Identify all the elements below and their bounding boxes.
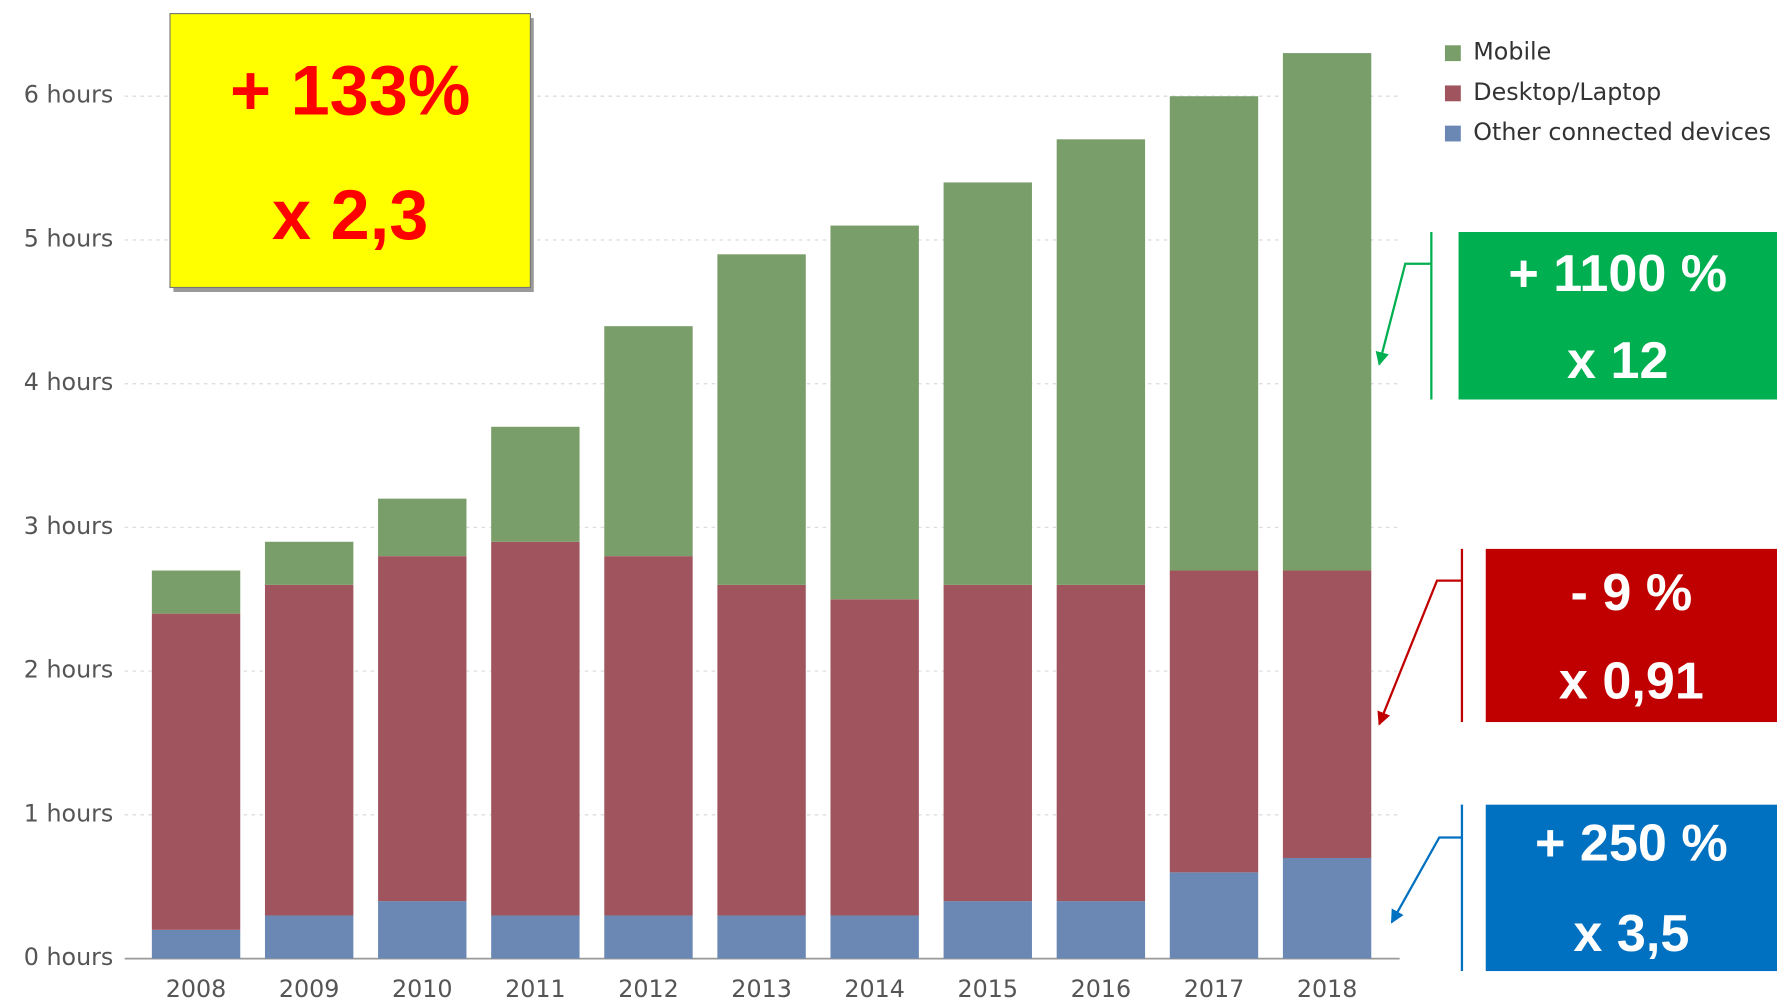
bar-segment [1282,570,1372,858]
y-tick-label: 4 hours [24,368,114,396]
x-tick-label: 2013 [731,975,792,1003]
x-tick-label: 2009 [279,975,340,1003]
annotation-text: x 3,5 [1573,905,1689,963]
bar-segment [151,613,241,930]
bar-segment [151,570,241,614]
bar-segment [378,498,467,557]
bar-segment [943,182,1032,585]
bar-segment [491,541,580,916]
bar-segment [830,915,919,959]
x-tick-label: 2015 [958,975,1019,1003]
bar-segment [717,915,806,959]
annotation-arrow [1390,836,1462,924]
legend-swatch [1444,85,1461,102]
x-tick-label: 2008 [166,975,227,1003]
y-tick-label: 6 hours [24,81,114,109]
annotation-box [169,13,531,289]
annotation-box [1485,804,1777,972]
x-tick-label: 2016 [1071,975,1132,1003]
bar-segment [264,915,354,959]
y-tick-label: 0 hours [24,943,114,971]
annotation-text: x 0,91 [1559,653,1704,711]
bar-segment [604,915,693,959]
bar-segment [264,541,354,585]
x-tick-label: 2010 [392,975,453,1003]
annotation-box [1485,548,1777,723]
legend-label: Other connected devices [1473,118,1771,146]
annotation-box [1458,232,1777,400]
legend-label: Desktop/Laptop [1473,78,1661,106]
annotation-text: x 12 [1567,332,1668,390]
bar-segment [1169,96,1259,571]
legend-swatch [1444,45,1461,62]
bar-segment [378,901,467,959]
x-tick-label: 2011 [505,975,566,1003]
x-tick-label: 2017 [1184,975,1245,1003]
x-tick-label: 2014 [844,975,905,1003]
annotation-text: + 133% [230,51,470,130]
bar-segment [1282,857,1372,959]
annotation-text: x 2,3 [272,175,428,254]
annotation-arrow [1377,579,1462,726]
legend-swatch [1444,125,1461,142]
annotation-text: - 9 % [1571,564,1693,622]
bar-segment [943,901,1032,959]
bar-segment [1056,139,1146,585]
bar-segment [1056,584,1146,902]
x-tick-label: 2018 [1297,975,1358,1003]
bar-segment [491,915,580,959]
y-tick-label: 1 hours [24,799,114,827]
bar-segment [943,584,1032,902]
bar-segment [491,426,580,542]
bar-segment [1056,901,1146,959]
bar-segment [1169,570,1259,873]
bar-segment [717,254,806,585]
y-tick-label: 5 hours [24,224,114,252]
y-tick-label: 2 hours [24,656,114,684]
annotation-arrow [1375,262,1432,366]
bar-segment [830,225,919,600]
bar-segment [717,584,806,916]
bar-segment [830,599,919,916]
bar-segment [151,929,241,959]
annotation-text: + 250 % [1535,814,1728,872]
legend-label: Mobile [1473,38,1551,66]
bar-segment [378,556,467,902]
bar-segment [604,556,693,916]
bar-segment [264,584,354,916]
y-tick-label: 3 hours [24,512,114,540]
bar-segment [1169,872,1259,959]
x-tick-label: 2012 [618,975,679,1003]
bar-segment [1282,53,1372,571]
annotation-text: + 1100 % [1508,245,1727,303]
bar-segment [604,326,693,557]
